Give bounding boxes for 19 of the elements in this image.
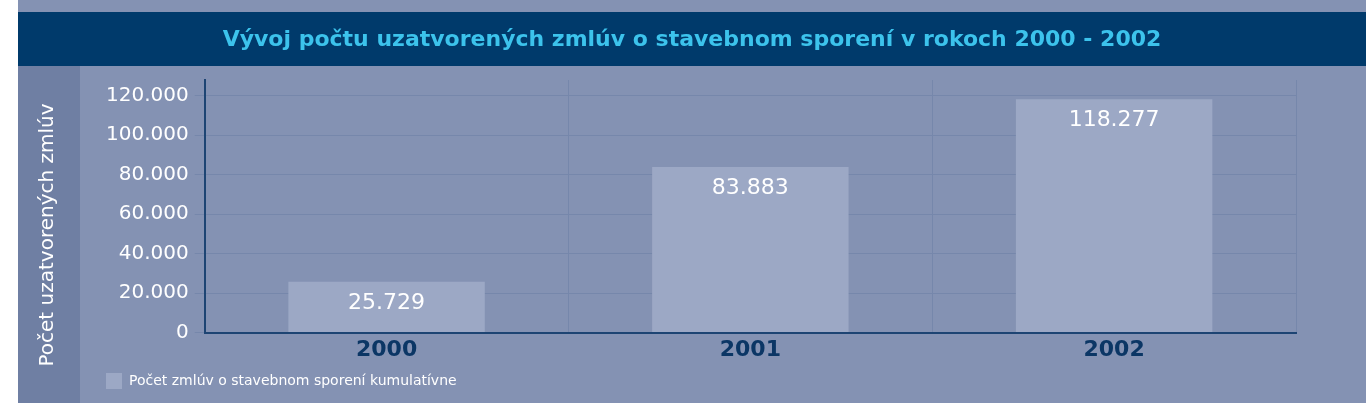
data-label: 83.883 [711,173,789,199]
y-tick-label: 20.000 [118,279,189,304]
y-axis-title: Počet uzatvorených zmlúv [34,103,59,367]
bar [288,281,485,333]
chart-title: Vývoj počtu uzatvorených zmlúv o stavebnom sporení v rokoch 2000 - 2002 [222,25,1162,51]
y-tick-label: 40.000 [118,239,189,264]
bar [1015,99,1213,333]
legend-label: Počet zmlúv o stavebnom sporení kumulatívne [129,371,457,388]
data-label: 118.277 [1068,105,1160,131]
y-tick-label: 60.000 [118,200,189,225]
x-tick-label: 2000 [355,335,418,361]
x-tick-label: 2001 [719,335,781,361]
y-tick-label: 80.000 [118,160,189,185]
x-tick-label: 2002 [1083,335,1145,361]
y-tick-label: 100.000 [105,121,189,146]
bar [652,167,849,333]
y-tick-label: 0 [175,318,189,343]
data-label: 25.729 [348,288,426,314]
y-tick-label: 120.000 [105,81,189,106]
